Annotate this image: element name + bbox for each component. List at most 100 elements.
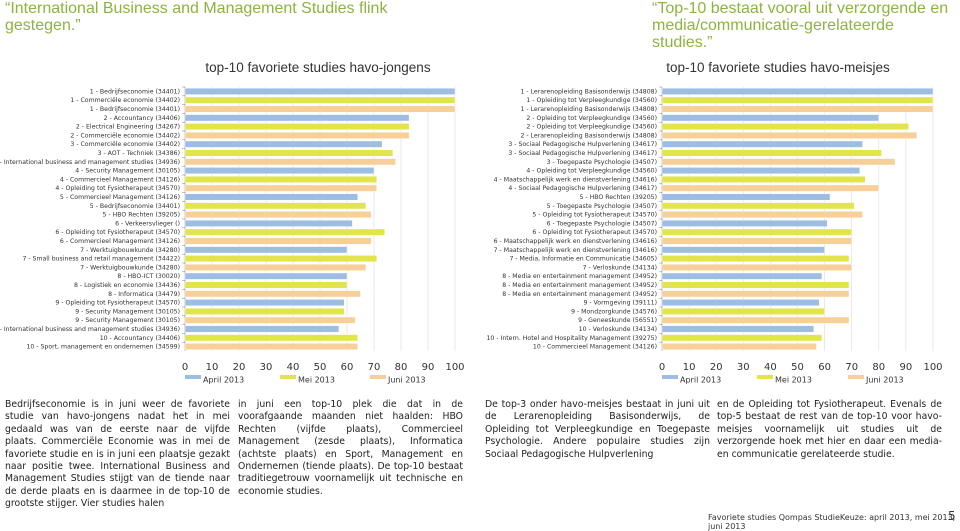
category-label: 9 - Security Management (30105): [75, 308, 180, 315]
x-tick-label: 30: [737, 362, 750, 373]
x-tick-label: 100: [445, 362, 464, 373]
bar: [661, 167, 861, 174]
x-tick-label: 10: [683, 362, 696, 373]
bar: [661, 308, 825, 315]
bar: [184, 237, 372, 245]
category-label: 3 - Sociaal Pedagogische Hulpverlening (…: [508, 150, 657, 157]
bar: [184, 96, 456, 104]
bar: [184, 308, 345, 315]
category-label: 8 - HBO-ICT (30020): [117, 273, 180, 280]
legend-label: Mei 2013: [298, 376, 335, 385]
bar: [661, 237, 852, 245]
category-label: 10 - Commercieel Management (34126): [533, 344, 657, 351]
category-label: 7 - Werktuigbouwkunde (34280): [80, 264, 180, 271]
page-number: 5: [948, 509, 956, 523]
category-label: 2 - Opleiding tot Verpleegkundige (34560…: [526, 115, 657, 122]
category-label: 4 - Maatschappelijk werk en dienstverlen…: [494, 176, 657, 183]
bar: [184, 264, 367, 271]
bar: [661, 255, 850, 262]
category-label: 2 - Commerciële economie (34402): [70, 132, 180, 139]
category-label: 7 - Maatschappelijk werk en dienstverlen…: [494, 247, 657, 254]
bar: [184, 246, 348, 254]
chart-title: top-10 favoriete studies havo-jongens: [205, 60, 430, 75]
bar: [661, 211, 863, 218]
category-label: 7 - Werktuigbouwkunde (34280): [80, 247, 180, 254]
x-tick-label: 50: [314, 362, 327, 373]
bar: [184, 140, 383, 148]
bar: [184, 114, 410, 122]
bar: [661, 334, 823, 342]
x-tick-label: 40: [287, 362, 300, 373]
bar: [184, 87, 456, 95]
category-label: 4 - Opleiding tot Verpleegkundige (34560…: [526, 168, 657, 175]
category-label: 1 - Bedrijfseconomie (34401): [90, 106, 180, 113]
x-tick-label: 40: [764, 362, 777, 373]
bar: [184, 334, 359, 342]
chart-title: top-10 favoriete studies havo-meisjes: [666, 60, 890, 75]
legend-swatch: [280, 375, 296, 379]
paragraph: en de Opleiding tot Fysiotherapeut. Even…: [717, 399, 942, 460]
category-label: 3 - Sociaal Pedagogische Hulpverlening (…: [508, 141, 657, 148]
legend-swatch: [662, 375, 678, 379]
category-label: 7 - Media, Informatie en Communicatie (3…: [509, 256, 657, 263]
category-label: 2 - Accountancy (34406): [104, 115, 180, 122]
bar: [661, 219, 828, 227]
category-label: 6 - Toegepaste Psychologie (34507): [547, 220, 657, 227]
category-label: 8 - Media en entertainment management (3…: [502, 282, 657, 289]
bar: [184, 131, 410, 139]
category-label: 10 - Intern. Hotel and Hospitality Manag…: [486, 335, 657, 342]
legend-label: April 2013: [680, 376, 721, 385]
legend-label: April 2013: [203, 376, 244, 385]
category-label: 4 - Sociaal Pedagogische Hulpverlening (…: [508, 185, 657, 192]
bar: [661, 131, 917, 139]
bar: [661, 114, 880, 122]
category-label: 1 - Lerarenopleiding Basisonderwijs (348…: [520, 88, 657, 95]
category-label: 10 - International business and manageme…: [0, 326, 180, 333]
x-tick-label: 100: [923, 362, 942, 373]
bar: [661, 140, 863, 148]
x-tick-label: 90: [422, 362, 435, 373]
bar: [184, 219, 353, 227]
category-label: 8 - Informatica (34479): [108, 291, 180, 298]
legend-label: Mei 2013: [775, 376, 812, 385]
bar: [184, 272, 348, 280]
bar: [184, 202, 367, 210]
category-label: 3 - International business and managemen…: [0, 159, 180, 166]
bar: [661, 87, 934, 95]
bar: [184, 193, 359, 201]
category-label: 5 - Opleiding tot Fysiotherapeut (34570): [532, 212, 657, 219]
bar: [661, 149, 882, 157]
bar: [184, 316, 356, 324]
bar: [661, 175, 866, 183]
x-tick-label: 20: [710, 362, 723, 373]
x-tick-label: 80: [872, 362, 885, 373]
x-tick-label: 10: [206, 362, 219, 373]
category-label: 3 - AOT - Techniek (34386): [98, 150, 180, 157]
bar: [661, 325, 814, 333]
category-label: 9 - Security Management (30105): [75, 317, 180, 324]
category-label: 9 - Opleiding tot Fysiotherapeut (34570): [55, 300, 180, 307]
bar: [661, 158, 896, 166]
x-tick-label: 90: [900, 362, 913, 373]
category-label: 6 - Opleiding tot Fysiotherapeut (34570): [532, 229, 657, 236]
bar: [184, 290, 361, 298]
category-label: 4 - Security Management (30105): [75, 168, 180, 175]
category-label: 6 - Opleiding tot Fysiotherapeut (34570): [55, 229, 180, 236]
category-label: 6 - Commercieel Management (34126): [60, 238, 180, 245]
bar: [661, 246, 825, 254]
x-tick-label: 60: [818, 362, 831, 373]
bar: [184, 158, 396, 166]
legend-swatch: [370, 375, 386, 379]
category-label: 9 - Vormgeving (39111): [583, 300, 657, 307]
legend-label: Juni 2013: [865, 376, 904, 385]
bar: [661, 290, 850, 298]
bar: [661, 264, 852, 271]
legend-swatch: [185, 375, 201, 379]
x-tick-label: 30: [260, 362, 273, 373]
paragraph: in juni een top-10 plek die dat in de vo…: [238, 399, 463, 497]
x-tick-label: 70: [368, 362, 381, 373]
category-label: 1 - Bedrijfseconomie (34401): [90, 88, 180, 95]
category-label: 5 - Toegepaste Psychologie (34507): [547, 203, 657, 210]
x-tick-label: 50: [791, 362, 804, 373]
